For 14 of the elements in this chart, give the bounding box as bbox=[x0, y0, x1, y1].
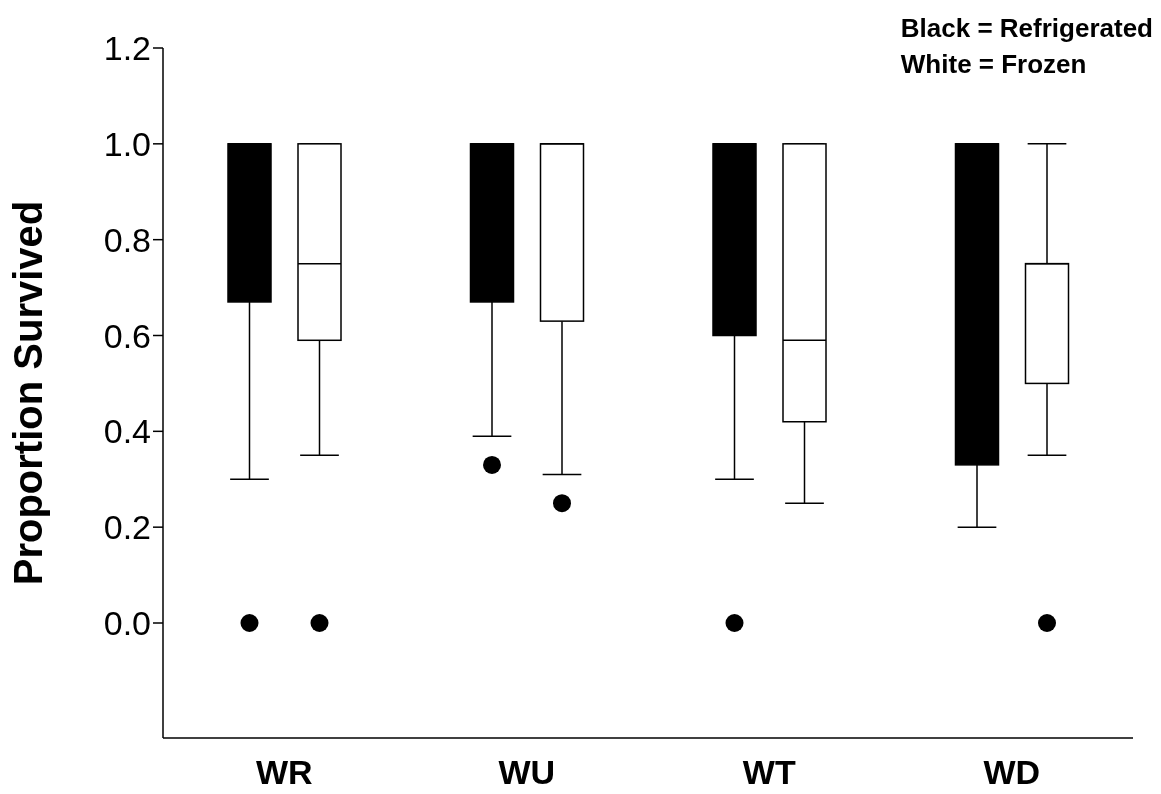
x-tick-label: WD bbox=[983, 753, 1041, 792]
y-tick-label: 0.4 bbox=[103, 412, 151, 451]
text: Black = Refrigerated bbox=[900, 12, 1153, 45]
x-tick-label: WU bbox=[498, 753, 556, 792]
x-tick-label: WT bbox=[742, 753, 796, 792]
x-tick-label: WR bbox=[255, 753, 313, 792]
y-tick-label: 0.8 bbox=[103, 220, 151, 259]
y-tick-label: 0.0 bbox=[103, 604, 151, 643]
y-tick-label: 1.2 bbox=[103, 29, 151, 68]
y-axis-title: Proportion Survived bbox=[6, 200, 51, 586]
y-tick-label: 0.6 bbox=[103, 316, 151, 355]
y-tick-label: 1.0 bbox=[103, 124, 151, 163]
y-tick-label: 0.2 bbox=[103, 508, 151, 547]
annotation: White = Frozen bbox=[900, 48, 1088, 81]
